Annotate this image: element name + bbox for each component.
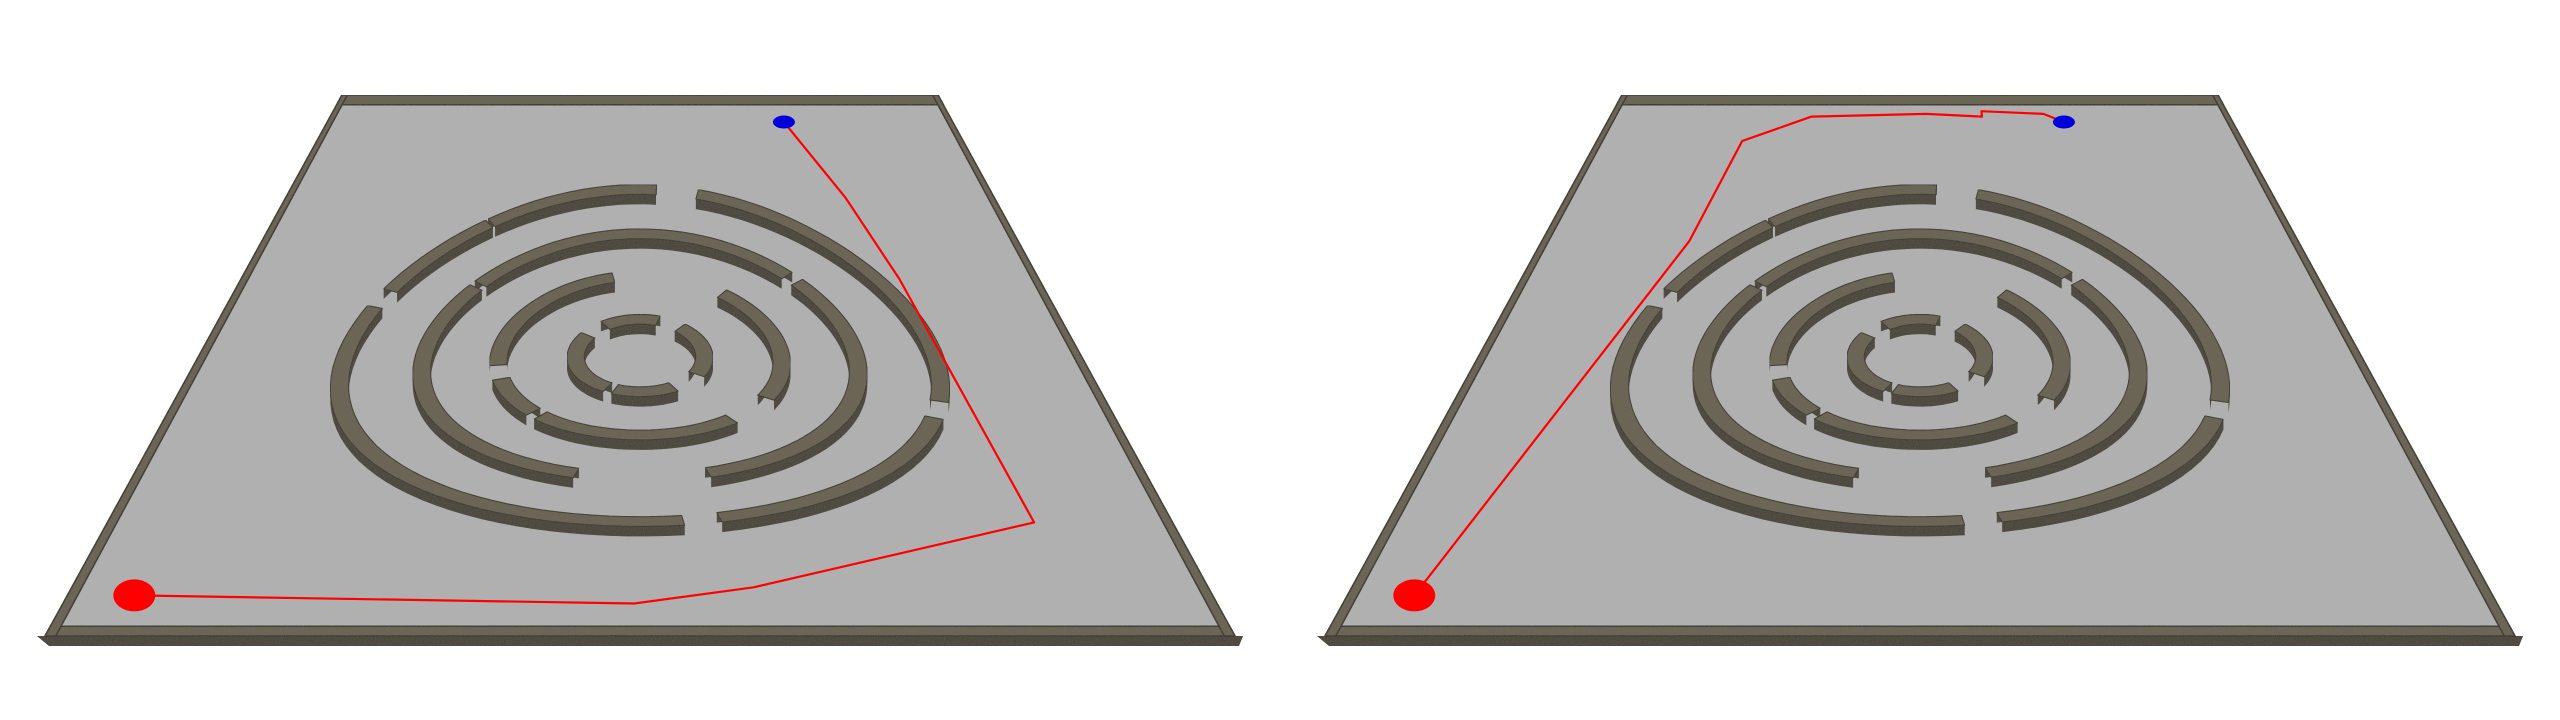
- maze-wall-segment: [1890, 382, 1960, 407]
- maze-wall-segment: [599, 313, 662, 340]
- maze-border-wall: [37, 94, 1243, 646]
- maze-wall-segment: [1753, 228, 2074, 297]
- maze-wall-segment: [532, 411, 739, 450]
- maze-wall-segment: [673, 323, 714, 387]
- maze-wall-segment: [1975, 189, 2231, 413]
- maze-wall-segment: [491, 376, 542, 426]
- maze-wall-segment: [1771, 376, 1822, 426]
- maze-wall-segment: [716, 289, 792, 411]
- solution-path: [1413, 110, 2065, 597]
- maze-wall-segment: [382, 219, 494, 303]
- maze-wall-segment: [1692, 284, 1860, 488]
- maze-wall-segment: [566, 331, 614, 402]
- maze-wall-segment: [473, 228, 794, 297]
- maze-floor: [1325, 95, 2515, 636]
- maze-wall-segment: [1879, 313, 1942, 340]
- maze-wall-segment: [715, 415, 945, 533]
- start-marker: [1393, 579, 1436, 612]
- maze-wall-segment: [489, 272, 616, 376]
- goal-marker: [2052, 115, 2075, 129]
- maze-wall-segment: [1995, 415, 2225, 533]
- maze-wall-segment: [1812, 411, 2019, 450]
- maze-wall-segment: [1846, 331, 1894, 402]
- maze-panel-right: [1317, 94, 2523, 646]
- start-marker: [113, 579, 156, 612]
- maze-panel-left: [37, 94, 1243, 646]
- maze-wall-segment: [1609, 304, 1966, 537]
- maze-wall-segment: [1769, 272, 1896, 376]
- maze-wall-segment: [329, 304, 686, 537]
- maze-wall-segment: [610, 382, 680, 407]
- maze-floor: [45, 95, 1235, 636]
- maze-wall-segment: [1996, 289, 2072, 411]
- solution-path: [134, 121, 1036, 605]
- maze-wall-segment: [704, 278, 868, 488]
- maze-wall-segment: [1662, 219, 1774, 303]
- maze-ring-walls: [329, 184, 951, 537]
- maze-wall-segment: [487, 184, 658, 237]
- maze-ring-walls: [1609, 184, 2231, 537]
- maze-border-wall: [1317, 94, 2523, 646]
- goal-marker: [772, 115, 795, 129]
- maze-wall-segment: [1953, 323, 1994, 387]
- maze-wall-segment: [1767, 184, 1938, 237]
- maze-wall-segment: [1984, 278, 2148, 488]
- maze-wall-segment: [412, 284, 580, 488]
